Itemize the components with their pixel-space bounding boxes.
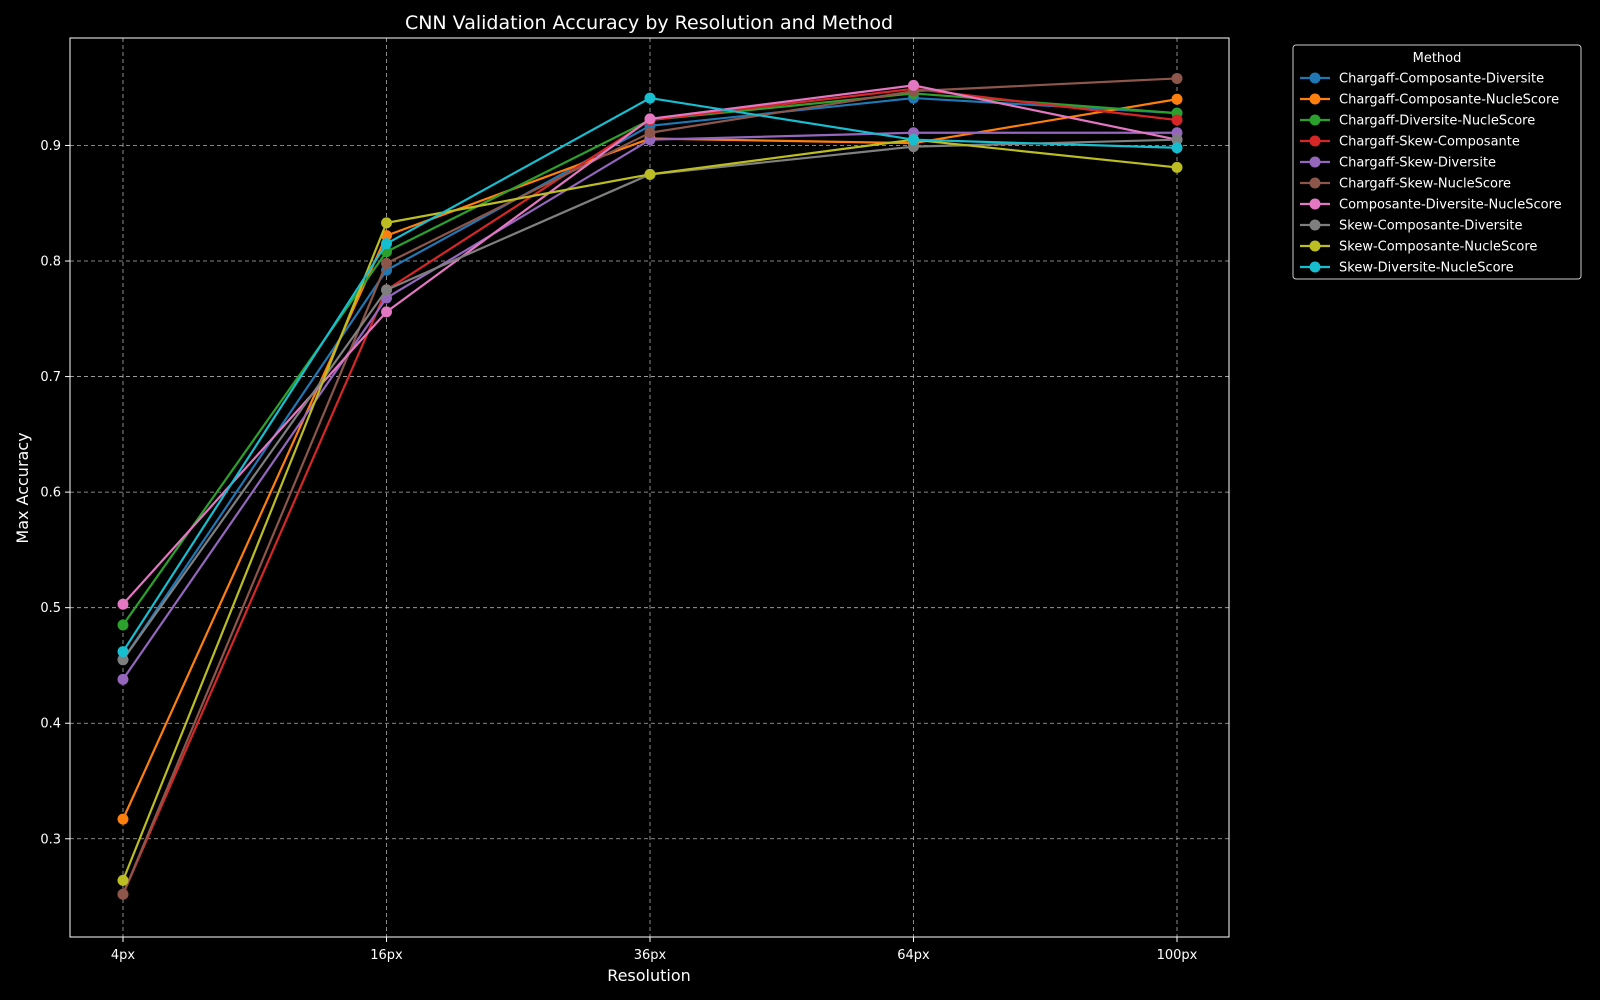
series-line <box>122 84 1178 605</box>
data-point <box>644 113 656 125</box>
legend-item: Chargaff-Composante-NucleScore <box>1300 93 1559 108</box>
data-point <box>381 217 392 229</box>
legend-swatch-marker <box>1309 156 1321 168</box>
y-tick-label: 0.6 <box>40 486 61 501</box>
data-point <box>381 306 392 318</box>
data-point <box>117 646 129 658</box>
chart-title: CNN Validation Accuracy by Resolution an… <box>405 12 893 34</box>
data-point <box>1171 93 1183 105</box>
legend-label: Skew-Composante-NucleScore <box>1339 240 1537 255</box>
legend-label: Composante-Diversite-NucleScore <box>1339 198 1562 213</box>
legend-box <box>1292 44 1582 280</box>
legend-swatch-marker <box>1309 114 1321 126</box>
legend-item: Chargaff-Skew-Diversite <box>1300 156 1496 171</box>
ticks: 4px 16px 36px 64px 100px 0.3 0.4 0.5 0.6 0.7 0.8 0.… <box>40 139 1197 963</box>
x-tick-label: 64px <box>897 948 930 963</box>
legend-title: Method <box>1413 51 1462 66</box>
series-10 <box>117 92 1183 658</box>
x-tick-label: 4px <box>111 948 136 963</box>
data-point <box>117 673 129 685</box>
data-point <box>117 813 129 825</box>
legend-swatch-marker <box>1309 219 1321 231</box>
x-tick-label: 100px <box>1157 948 1198 963</box>
legend: Method Chargaff-Composante-Diversite Char… <box>1292 44 1582 280</box>
data-point <box>381 238 392 250</box>
legend-label: Skew-Composante-Diversite <box>1339 219 1522 234</box>
legend-swatch-marker <box>1309 177 1321 189</box>
data-point <box>117 598 129 610</box>
data-point <box>117 888 129 900</box>
data-point <box>644 127 656 139</box>
data-point <box>117 619 129 631</box>
data-point <box>381 284 392 296</box>
legend-item: Chargaff-Skew-Composante <box>1300 135 1520 150</box>
data-point <box>1171 114 1183 126</box>
data-point <box>644 168 656 180</box>
data-point <box>381 230 392 242</box>
data-point <box>644 92 656 104</box>
legend-swatch-marker <box>1309 72 1321 84</box>
series-line <box>122 96 1178 661</box>
legend-label: Chargaff-Composante-Diversite <box>1339 72 1544 87</box>
data-point <box>908 134 919 146</box>
data-point <box>117 654 129 666</box>
y-tick-label: 0.4 <box>40 717 61 732</box>
y-tick-label: 0.9 <box>40 139 61 154</box>
legend-label: Chargaff-Skew-Composante <box>1339 135 1520 150</box>
data-point <box>381 257 392 269</box>
x-tick-label: 36px <box>634 948 667 963</box>
legend-item: Skew-Composante-Diversite <box>1300 219 1522 234</box>
x-axis-label: Resolution <box>607 966 691 985</box>
legend-label: Chargaff-Composante-NucleScore <box>1339 93 1559 108</box>
y-tick-label: 0.3 <box>40 832 61 847</box>
data-point <box>1171 72 1183 84</box>
legend-item: Composante-Diversite-NucleScore <box>1300 198 1562 213</box>
data-point <box>117 874 129 886</box>
y-tick-label: 0.7 <box>40 370 61 385</box>
legend-label: Chargaff-Skew-NucleScore <box>1339 177 1511 192</box>
legend-swatch-marker <box>1309 240 1321 252</box>
x-tick-label: 16px <box>370 948 403 963</box>
legend-label: Chargaff-Diversite-NucleScore <box>1339 114 1535 129</box>
legend-swatch-marker <box>1309 135 1321 147</box>
data-point <box>1171 142 1183 154</box>
legend-label: Chargaff-Skew-Diversite <box>1339 156 1496 171</box>
y-tick-label: 0.5 <box>40 601 61 616</box>
legend-item: Skew-Diversite-NucleScore <box>1300 261 1514 276</box>
grid <box>70 38 1229 937</box>
legend-label: Skew-Diversite-NucleScore <box>1339 261 1514 276</box>
legend-swatch-marker <box>1309 261 1321 273</box>
legend-swatch-marker <box>1309 198 1321 210</box>
data-point <box>908 79 919 91</box>
plot-frame <box>69 37 1230 938</box>
y-tick-label: 0.8 <box>40 255 61 270</box>
legend-item: Chargaff-Skew-NucleScore <box>1300 177 1511 192</box>
series-lines <box>117 72 1183 900</box>
legend-swatch-marker <box>1309 93 1321 105</box>
legend-item: Chargaff-Composante-Diversite <box>1300 72 1544 87</box>
series-4 <box>117 83 1183 900</box>
y-axis-label: Max Accuracy <box>13 432 32 543</box>
legend-item: Chargaff-Diversite-NucleScore <box>1300 114 1535 129</box>
data-point <box>1171 161 1183 173</box>
data-point <box>1171 134 1183 146</box>
legend-item: Skew-Composante-NucleScore <box>1300 240 1537 255</box>
